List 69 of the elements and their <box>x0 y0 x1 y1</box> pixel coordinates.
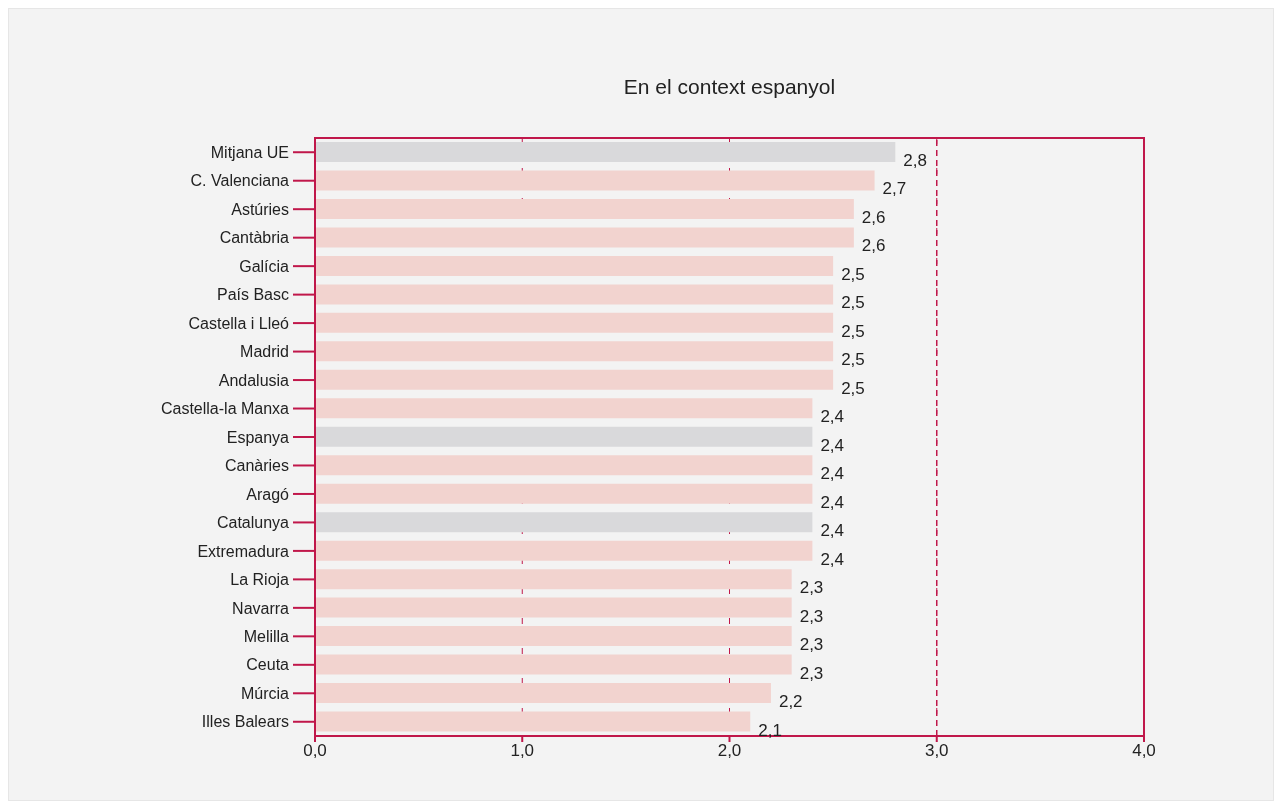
bar <box>315 227 854 248</box>
data-label: 2,5 <box>841 264 865 284</box>
y-tick-label: Illes Balears <box>201 713 289 731</box>
y-tick-label: Galícia <box>239 257 290 275</box>
y-tick-label: Andalusia <box>218 371 290 389</box>
bar <box>315 369 834 390</box>
data-label: 2,4 <box>820 435 845 455</box>
data-label: 2,3 <box>799 635 824 655</box>
bar <box>315 597 792 618</box>
data-label: 2,4 <box>820 464 845 484</box>
bar <box>315 512 813 533</box>
bar <box>315 626 792 647</box>
bar <box>315 683 771 704</box>
data-label: 2,4 <box>820 492 845 512</box>
data-label: 2,4 <box>820 407 845 427</box>
data-label: 2,3 <box>799 606 824 626</box>
y-tick-label: País Basc <box>216 286 289 304</box>
y-tick-label: Catalunya <box>216 514 290 532</box>
bar <box>315 483 813 504</box>
y-tick-label: Canàries <box>224 457 289 475</box>
x-tick-label: 0,0 <box>303 741 327 761</box>
data-label: 2,3 <box>799 578 824 598</box>
data-label: 2,5 <box>841 350 865 370</box>
y-tick-label: C. Valenciana <box>190 172 290 190</box>
data-label: 2,1 <box>758 720 782 740</box>
bar <box>315 426 813 447</box>
data-label: 2,4 <box>820 549 845 569</box>
data-label: 2,5 <box>841 293 865 313</box>
y-tick-label: Navarra <box>232 599 290 617</box>
y-tick-label: Extremadura <box>197 542 290 560</box>
bar <box>315 654 792 675</box>
data-label: 2,8 <box>903 151 927 170</box>
y-tick-label: Melilla <box>243 628 290 646</box>
data-label: 2,6 <box>861 236 886 256</box>
bar <box>315 540 813 561</box>
data-label: 2,3 <box>799 663 824 683</box>
bar <box>315 170 875 191</box>
bar <box>315 312 834 333</box>
data-label: 2,7 <box>882 179 907 199</box>
bar <box>315 284 834 305</box>
y-tick-label: Espanya <box>226 428 290 446</box>
y-tick-label: La Rioja <box>230 571 290 589</box>
y-tick-label: Castella-la Manxa <box>160 400 290 418</box>
y-tick-label: Astúries <box>231 200 289 218</box>
y-tick-label: Mitjana UE <box>210 143 289 161</box>
data-label: 2,6 <box>861 207 886 227</box>
y-tick-label: Madrid <box>240 343 289 361</box>
bar <box>315 255 834 276</box>
x-tick-label: 2,0 <box>717 741 742 761</box>
bar <box>315 341 834 362</box>
y-tick-label: Múrcia <box>240 684 290 702</box>
bar <box>315 198 854 219</box>
data-label: 2,2 <box>778 692 803 712</box>
x-tick-label: 4,0 <box>1132 741 1156 761</box>
data-label: 2,5 <box>841 321 865 341</box>
x-tick-label: 1,0 <box>510 741 535 761</box>
y-tick-label: Cantàbria <box>219 229 290 247</box>
y-tick-label: Ceuta <box>246 656 290 674</box>
bar <box>315 455 813 476</box>
bar <box>315 398 813 419</box>
data-label: 2,5 <box>841 378 865 398</box>
data-label: 2,4 <box>820 521 845 541</box>
chart-title: En el context espanyol <box>622 75 837 99</box>
bar <box>315 142 896 162</box>
y-tick-label: Castella i Lleó <box>188 314 290 332</box>
bar <box>315 569 792 590</box>
y-tick-label: Aragó <box>246 485 290 503</box>
bar <box>315 711 751 732</box>
x-tick-label: 3,0 <box>924 741 949 761</box>
